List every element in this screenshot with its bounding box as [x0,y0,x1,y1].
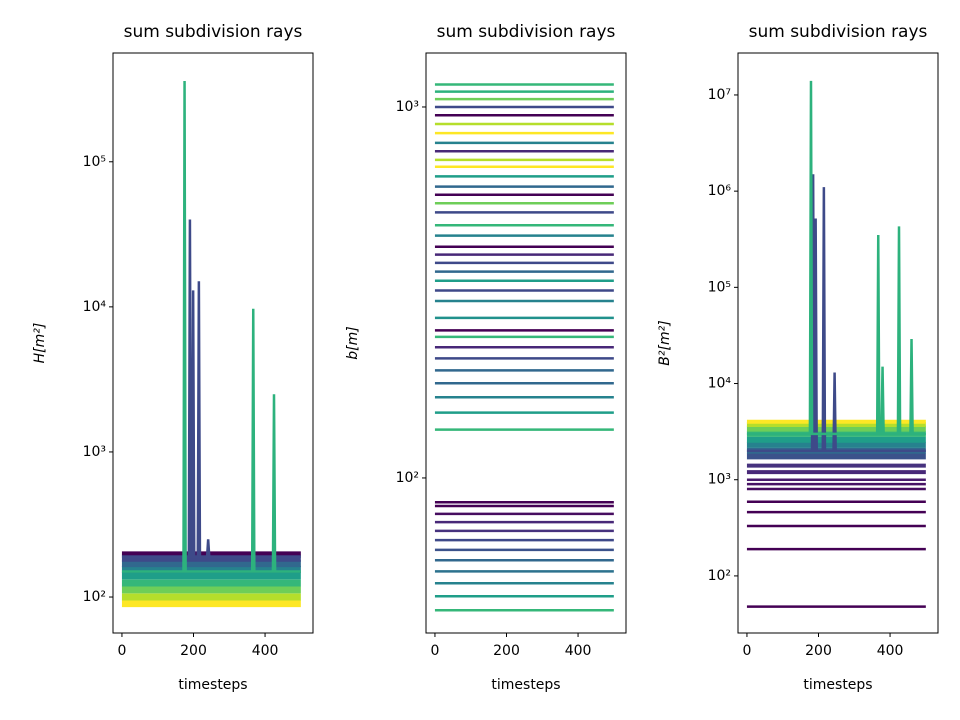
plot-area [746,80,926,608]
x-tick-label: 0 [430,643,439,659]
x-tick-label: 200 [180,643,207,659]
y-tick-label: 10⁶ [708,183,732,199]
x-tick-label: 0 [117,643,126,659]
x-tick-label: 400 [877,643,904,659]
y-tick-label: 10⁴ [708,376,732,392]
y-axis-label: B²[m²] [657,320,673,365]
series-line [121,219,301,558]
y-tick-label: 10³ [83,444,106,460]
axes-title: sum subdivision rays [437,22,616,42]
y-tick-label: 10² [708,568,731,584]
x-tick-label: 200 [805,643,832,659]
y-axis-label: H[m²] [32,323,48,364]
y-tick-label: 10³ [708,472,731,488]
axes-title: sum subdivision rays [749,22,928,42]
y-tick-label: 10⁵ [83,154,106,170]
x-axis-label: timesteps [803,677,872,693]
x-tick-label: 0 [742,643,751,659]
axes-title: sum subdivision rays [124,22,303,42]
y-tick-label: 10⁷ [708,87,731,103]
y-tick-label: 10² [83,589,106,605]
series-line [746,80,926,436]
axes-frame [112,52,314,634]
axes-frame [737,52,939,634]
y-tick-label: 10² [396,470,419,486]
y-tick-label: 10³ [396,99,419,115]
series-line [121,81,301,573]
series-line [746,174,926,453]
y-tick-label: 10⁴ [83,299,107,315]
plot-area [121,81,301,608]
plot-area [434,83,614,612]
x-axis-label: timesteps [491,677,560,693]
x-tick-label: 400 [565,643,592,659]
axes-frame [425,52,627,634]
x-axis-label: timesteps [178,677,247,693]
y-tick-label: 10⁵ [708,279,731,295]
y-axis-label: b[m] [345,326,361,359]
x-tick-label: 400 [252,643,279,659]
x-tick-label: 200 [493,643,520,659]
